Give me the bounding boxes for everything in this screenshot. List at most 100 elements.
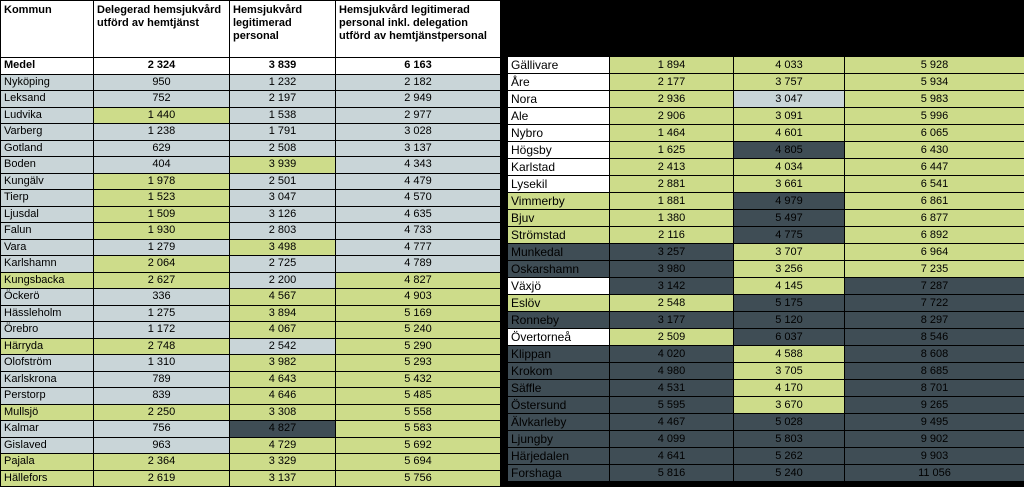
kommun-cell: Hässleholm [1,305,94,322]
total-cell: 2 182 [336,74,501,91]
total-cell: 5 558 [336,404,501,421]
hemsjukvard-cell: 3 137 [230,470,336,487]
total-cell: 5 756 [336,470,501,487]
header-row: Kommun Delegerad hemsjukvård utförd av h… [1,1,501,58]
total-cell: 5 293 [336,355,501,372]
total-cell: 5 934 [845,74,1024,91]
delegerad-cell: 2 748 [94,338,230,355]
total-cell: 6 541 [845,176,1024,193]
hemsjukvard-cell: 3 047 [230,190,336,207]
delegerad-cell: 5 595 [610,397,734,414]
kommun-cell: Åre [508,74,610,91]
kommun-cell: Högsby [508,142,610,159]
total-cell: 5 694 [336,454,501,471]
delegerad-cell: 4 467 [610,414,734,431]
hemsjukvard-cell: 4 979 [734,193,845,210]
hemsjukvard-cell: 3 757 [734,74,845,91]
hemsjukvard-cell: 2 725 [230,256,336,273]
total-cell: 9 902 [845,431,1024,448]
total-cell: 8 297 [845,312,1024,329]
total-cell: 7 722 [845,295,1024,312]
delegerad-cell: 2 906 [610,108,734,125]
delegerad-cell: 2 509 [610,329,734,346]
delegerad-cell: 2 627 [94,272,230,289]
delegerad-cell: 2 064 [94,256,230,273]
total-cell: 6 892 [845,227,1024,244]
kommun-cell: Varberg [1,124,94,141]
kommun-cell: Falun [1,223,94,240]
hemsjukvard-cell: 4 170 [734,380,845,397]
delegerad-cell: 2 364 [94,454,230,471]
hemsjukvard-cell: 3 670 [734,397,845,414]
kommun-cell: Vara [1,239,94,256]
kommun-cell: Klippan [508,346,610,363]
kommun-cell: Tierp [1,190,94,207]
kommun-cell: Ljungby [508,431,610,448]
kommun-cell: Växjö [508,278,610,295]
kommun-cell: Gotland [1,140,94,157]
hemsjukvard-cell: 4 033 [734,57,845,74]
total-cell: 5 240 [336,322,501,339]
kommun-cell: Kungälv [1,173,94,190]
delegerad-cell: 1 310 [94,355,230,372]
hemsjukvard-cell: 2 501 [230,173,336,190]
hemsjukvard-cell: 4 067 [230,322,336,339]
kommun-cell: Medel [1,58,94,75]
kommun-cell: Gislaved [1,437,94,454]
hemsjukvard-cell: 3 126 [230,206,336,223]
total-cell: 5 485 [336,388,501,405]
header-hemsjukvard-inkl: Hemsjukvård legitimerad personal inkl. d… [336,1,501,58]
kommun-cell: Vimmerby [508,193,610,210]
delegerad-cell: 1 275 [94,305,230,322]
hemsjukvard-cell: 1 791 [230,124,336,141]
hemsjukvard-cell: 5 240 [734,465,845,482]
hemsjukvard-cell: 2 542 [230,338,336,355]
kommun-cell: Munkedal [508,244,610,261]
kommun-cell: Krokom [508,363,610,380]
kommun-cell: Karlskrona [1,371,94,388]
kommun-cell: Karlstad [508,159,610,176]
hemsjukvard-cell: 3 894 [230,305,336,322]
delegerad-cell: 2 177 [610,74,734,91]
total-cell: 5 996 [845,108,1024,125]
total-cell: 4 570 [336,190,501,207]
hemsjukvard-cell: 4 827 [230,421,336,438]
kommun-cell: Nyköping [1,74,94,91]
delegerad-cell: 839 [94,388,230,405]
delegerad-cell: 1 625 [610,142,734,159]
hemsjukvard-cell: 1 232 [230,74,336,91]
total-cell: 8 546 [845,329,1024,346]
total-cell: 7 287 [845,278,1024,295]
delegerad-cell: 5 816 [610,465,734,482]
delegerad-cell: 756 [94,421,230,438]
delegerad-cell: 1 279 [94,239,230,256]
delegerad-cell: 2 324 [94,58,230,75]
total-cell: 6 065 [845,125,1024,142]
total-cell: 8 685 [845,363,1024,380]
hemsjukvard-cell: 4 601 [734,125,845,142]
hemsjukvard-cell: 5 803 [734,431,845,448]
header-delegerad: Delegerad hemsjukvård utförd av hemtjäns… [94,1,230,58]
delegerad-cell: 2 250 [94,404,230,421]
hemsjukvard-cell: 3 705 [734,363,845,380]
total-cell: 9 903 [845,448,1024,465]
delegerad-cell: 4 641 [610,448,734,465]
delegerad-cell: 2 548 [610,295,734,312]
total-cell: 5 983 [845,91,1024,108]
